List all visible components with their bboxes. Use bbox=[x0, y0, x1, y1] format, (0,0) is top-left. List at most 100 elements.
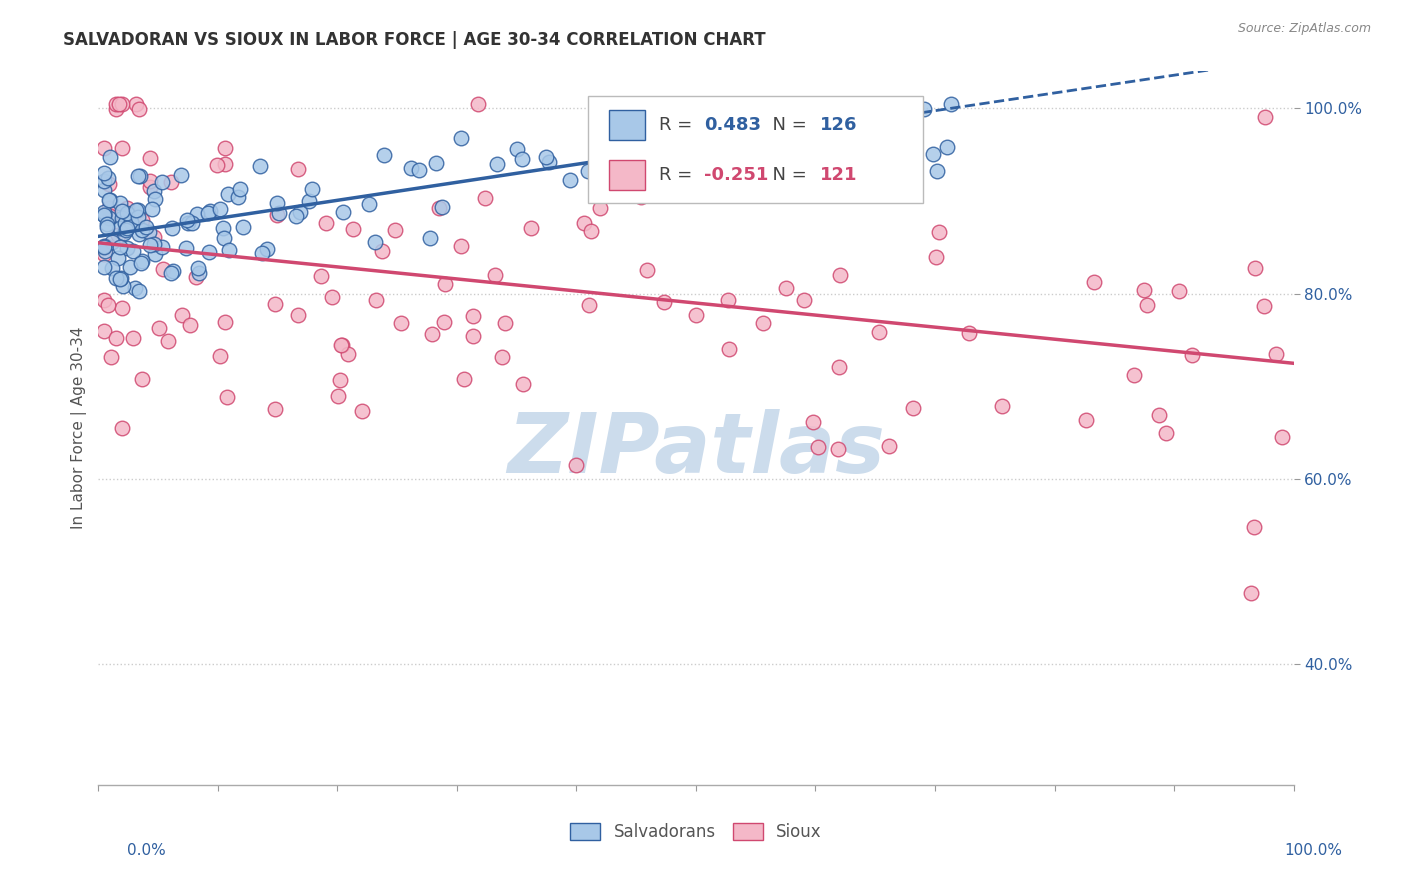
Point bbox=[131, 371, 153, 385]
Point bbox=[589, 201, 612, 215]
Point bbox=[179, 318, 201, 333]
Point bbox=[485, 157, 508, 171]
Point bbox=[491, 350, 513, 364]
Point bbox=[1132, 283, 1154, 297]
Point bbox=[93, 166, 115, 180]
Point bbox=[332, 204, 354, 219]
Point bbox=[901, 401, 924, 416]
Point bbox=[939, 97, 962, 112]
Point bbox=[98, 209, 121, 223]
Point bbox=[108, 272, 131, 286]
Point bbox=[1123, 368, 1146, 382]
Point bbox=[124, 281, 146, 295]
Point bbox=[94, 244, 117, 258]
Point bbox=[936, 140, 959, 154]
Point bbox=[1244, 260, 1267, 275]
Point bbox=[174, 241, 197, 255]
Text: 0.483: 0.483 bbox=[704, 116, 761, 134]
Point bbox=[131, 212, 153, 227]
Point bbox=[135, 220, 157, 235]
Point bbox=[97, 171, 120, 186]
Point bbox=[752, 316, 775, 330]
Point bbox=[150, 175, 173, 189]
Point bbox=[125, 96, 148, 111]
Point bbox=[461, 309, 484, 323]
Point bbox=[105, 96, 128, 111]
Point bbox=[430, 200, 453, 214]
Point bbox=[266, 195, 288, 210]
Point bbox=[139, 238, 162, 252]
Point bbox=[775, 281, 797, 295]
Text: N =: N = bbox=[761, 116, 813, 134]
Point bbox=[176, 212, 198, 227]
Point bbox=[801, 415, 824, 429]
Point bbox=[315, 216, 337, 230]
Point bbox=[828, 359, 851, 374]
Point bbox=[352, 403, 374, 417]
Point bbox=[779, 140, 801, 154]
Point bbox=[249, 159, 271, 173]
Point bbox=[105, 271, 128, 285]
Point bbox=[186, 207, 208, 221]
Point bbox=[108, 195, 131, 210]
Point bbox=[927, 164, 949, 178]
Point bbox=[256, 242, 278, 256]
Point bbox=[138, 225, 160, 239]
Point bbox=[226, 190, 249, 204]
Point bbox=[122, 244, 145, 259]
Point bbox=[100, 235, 122, 249]
Point bbox=[751, 108, 773, 122]
Point bbox=[111, 211, 134, 226]
Point bbox=[287, 161, 309, 176]
Point bbox=[128, 284, 150, 298]
Point bbox=[434, 277, 457, 291]
Point bbox=[108, 240, 131, 254]
Point bbox=[538, 154, 561, 169]
Point bbox=[143, 193, 166, 207]
Point bbox=[131, 253, 153, 268]
Point bbox=[267, 206, 290, 220]
Point bbox=[139, 152, 162, 166]
Point bbox=[494, 316, 516, 330]
Point bbox=[120, 215, 142, 229]
Text: 121: 121 bbox=[820, 166, 858, 184]
Point bbox=[143, 236, 166, 251]
Point bbox=[1167, 284, 1189, 298]
Point bbox=[93, 324, 115, 338]
FancyBboxPatch shape bbox=[589, 96, 922, 203]
Point bbox=[901, 148, 924, 162]
Point bbox=[928, 225, 950, 239]
Point bbox=[427, 201, 450, 215]
Point bbox=[150, 240, 173, 254]
Text: SALVADORAN VS SIOUX IN LABOR FORCE | AGE 30-34 CORRELATION CHART: SALVADORAN VS SIOUX IN LABOR FORCE | AGE… bbox=[63, 31, 766, 49]
Point bbox=[321, 290, 343, 304]
Point bbox=[111, 421, 134, 435]
Point bbox=[110, 271, 132, 285]
Point bbox=[115, 206, 138, 220]
Point bbox=[558, 173, 581, 187]
Point bbox=[115, 241, 138, 255]
Point bbox=[807, 441, 830, 455]
Point bbox=[266, 208, 288, 222]
Point bbox=[198, 245, 221, 260]
Point bbox=[793, 293, 815, 307]
Point bbox=[1271, 430, 1294, 444]
Point bbox=[263, 297, 285, 311]
Point bbox=[94, 238, 117, 252]
Point bbox=[1083, 276, 1105, 290]
Point bbox=[207, 157, 229, 171]
Text: R =: R = bbox=[659, 116, 697, 134]
Point bbox=[450, 239, 472, 253]
Point bbox=[107, 228, 129, 243]
Point bbox=[643, 140, 665, 154]
Point bbox=[630, 190, 652, 204]
Point bbox=[228, 182, 250, 196]
Point bbox=[97, 298, 120, 312]
Point bbox=[93, 293, 115, 308]
Point bbox=[1154, 425, 1177, 440]
Point bbox=[112, 278, 135, 293]
Point bbox=[1147, 408, 1170, 422]
Point bbox=[484, 268, 506, 282]
Point bbox=[370, 244, 392, 259]
Point bbox=[93, 208, 115, 222]
